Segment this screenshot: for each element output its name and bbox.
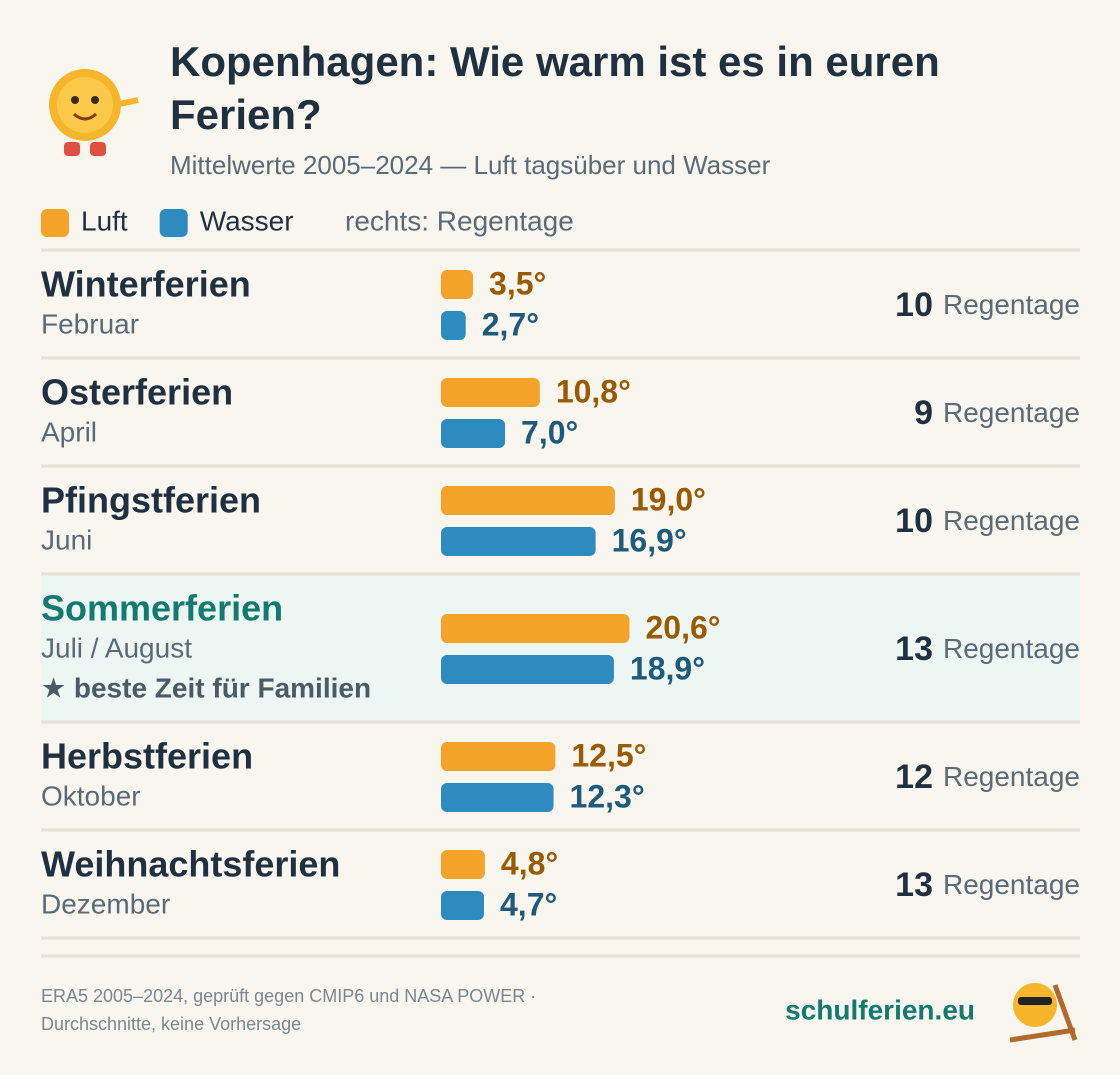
rain-unit: Regentage <box>943 633 1080 664</box>
legend-label: Luft <box>81 205 128 236</box>
row-month: Oktober <box>41 780 141 811</box>
row-month: Februar <box>41 308 139 339</box>
rain-days: 9 Regentage <box>914 394 1080 432</box>
rain-count: 10 <box>895 286 933 324</box>
sun-mascot <box>49 69 139 156</box>
rain-days: 12 Regentage <box>895 758 1080 796</box>
footer-sun <box>1009 983 1078 1043</box>
legend-swatch <box>159 209 188 237</box>
footer-source: Durchschnitte, keine Vorhersage <box>41 1014 301 1034</box>
rain-count: 12 <box>895 758 933 796</box>
title-line: Ferien? <box>170 91 322 138</box>
value-label: 7,0° <box>521 414 578 450</box>
legend-label: Wasser <box>200 205 294 236</box>
row-name: Osterferien <box>41 372 233 413</box>
value-label: 10,8° <box>556 373 631 409</box>
rain-unit: Regentage <box>943 397 1080 428</box>
bar <box>441 742 556 771</box>
rain-unit: Regentage <box>943 505 1080 536</box>
highlight-row <box>41 576 1080 721</box>
row-month: April <box>41 416 97 447</box>
value-label: 12,3° <box>570 778 645 814</box>
value-label: 19,0° <box>631 481 706 517</box>
bar <box>441 850 485 879</box>
brand: schulferien.eu <box>785 994 975 1025</box>
rain-count: 13 <box>895 866 933 904</box>
row-name: Winterferien <box>41 264 251 305</box>
bar <box>441 378 540 407</box>
rain-unit: Regentage <box>943 761 1080 792</box>
bar <box>441 311 466 340</box>
value-label: 16,9° <box>612 522 687 558</box>
bar <box>441 614 630 643</box>
rain-count: 9 <box>914 394 933 432</box>
bar <box>441 783 554 812</box>
rain-days: 13 Regentage <box>895 630 1080 668</box>
bar <box>441 891 485 920</box>
bar <box>441 655 614 684</box>
legend-swatch <box>41 209 69 237</box>
bar <box>441 419 506 448</box>
footer-source: ERA5 2005–2024, geprüft gegen CMIP6 und … <box>41 986 536 1006</box>
value-label: 3,5° <box>489 265 546 301</box>
row-month: Juni <box>41 524 92 555</box>
rain-count: 13 <box>895 630 933 668</box>
rain-count: 10 <box>895 502 933 540</box>
row-name: Pfingstferien <box>41 480 261 521</box>
row-name: Herbstferien <box>41 736 253 777</box>
value-label: 4,8° <box>501 845 558 881</box>
value-label: 12,5° <box>571 737 646 773</box>
rain-days: 10 Regentage <box>895 502 1080 540</box>
bar <box>441 527 596 556</box>
legend-note: rechts: Regentage <box>345 205 574 236</box>
subtitle: Mittelwerte 2005–2024 — Luft tagsüber un… <box>170 150 771 180</box>
row-name: Weihnachtsferien <box>41 844 340 885</box>
rain-unit: Regentage <box>943 869 1080 900</box>
row-month: Dezember <box>41 888 170 919</box>
value-label: 4,7° <box>500 886 557 922</box>
title-line: Kopenhagen: Wie warm ist es in euren <box>170 38 940 85</box>
row-name: Sommerferien <box>41 588 283 629</box>
row-note: ★ beste Zeit für Familien <box>41 672 371 703</box>
rain-days: 13 Regentage <box>895 866 1080 904</box>
bar <box>441 486 615 515</box>
value-label: 20,6° <box>645 609 720 645</box>
bar <box>441 270 474 299</box>
value-label: 2,7° <box>482 306 539 342</box>
value-label: 18,9° <box>630 650 705 686</box>
rain-days: 10 Regentage <box>895 286 1080 324</box>
rain-unit: Regentage <box>943 289 1080 320</box>
row-month: Juli / August <box>41 632 192 663</box>
